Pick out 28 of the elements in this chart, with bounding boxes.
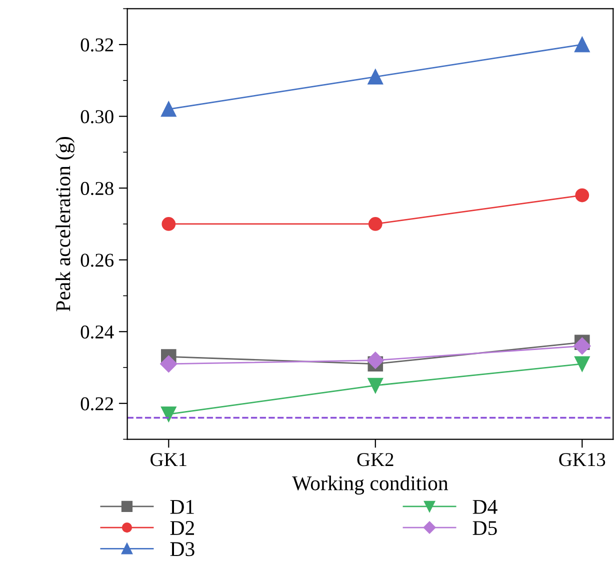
point: [574, 36, 590, 52]
x-tick-label: GK2: [357, 453, 394, 466]
point: [162, 217, 176, 231]
point: [366, 352, 384, 369]
point: [368, 69, 384, 84]
point: [160, 355, 178, 372]
y-tick-label: 0.28: [80, 182, 114, 196]
x-axis-title: Working condition: [292, 476, 448, 495]
point: [161, 406, 176, 422]
legend-label: D4: [472, 500, 498, 514]
y-axis-title: Peak acceleration (g): [56, 136, 75, 312]
point: [574, 356, 590, 372]
legend-label: D5: [472, 521, 497, 536]
legend-label: D3: [170, 542, 194, 556]
y-tick-label: 0.22: [80, 397, 114, 410]
x-tick-label: GK1: [150, 453, 186, 466]
point: [575, 188, 590, 202]
legend-label: D2: [170, 521, 194, 535]
point: [368, 378, 384, 394]
y-tick-label: 0.32: [80, 38, 114, 52]
legend-label: D1: [170, 500, 194, 514]
x-tick-label: GK13: [559, 453, 606, 466]
point: [161, 102, 176, 117]
point: [368, 217, 382, 231]
y-tick-label: 0.30: [80, 110, 114, 124]
y-tick-label: 0.24: [80, 325, 114, 339]
point: [574, 337, 591, 355]
y-tick-label: 0.26: [80, 254, 114, 267]
